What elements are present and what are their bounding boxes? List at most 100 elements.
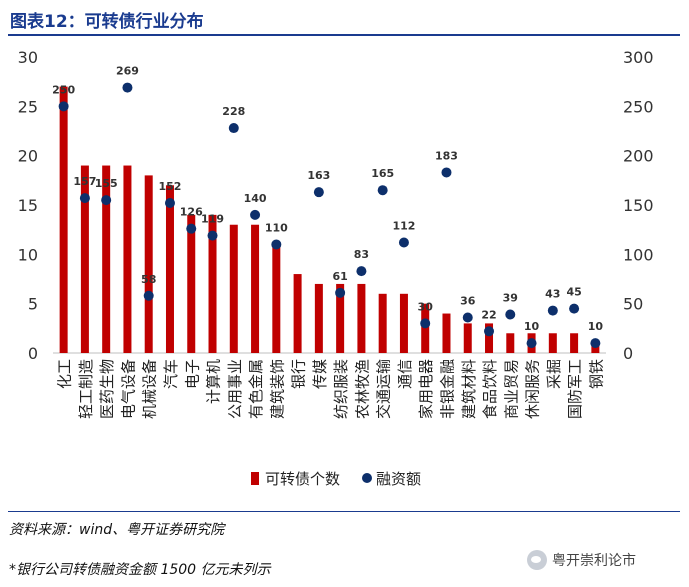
bar-mark [314, 283, 323, 353]
category-label: 银行 [290, 359, 308, 389]
data-label: 45 [566, 286, 581, 299]
scatter-point [569, 303, 580, 314]
y-left-tick-label: 5 [28, 295, 38, 314]
scatter-point [58, 101, 69, 112]
bar-mark [336, 283, 345, 353]
category-label: 采掘 [545, 359, 563, 389]
y-right-tick-label: 50 [623, 295, 643, 314]
data-label: 165 [371, 167, 394, 180]
category-label: 化工 [56, 359, 74, 389]
bar-mark [570, 333, 579, 353]
scatter-point [164, 198, 175, 209]
scatter-point [186, 223, 197, 234]
legend-label: 可转债个数 [265, 470, 340, 488]
scatter-point [547, 305, 558, 316]
category-label: 计算机 [205, 359, 223, 404]
bar-mark [357, 283, 366, 353]
bar-mark [123, 165, 132, 353]
scatter-point [335, 287, 346, 298]
bar-mark [442, 313, 451, 353]
bar-mark [378, 293, 387, 353]
footer-divider [8, 511, 680, 512]
bar-mark [80, 165, 89, 353]
title-divider [8, 34, 680, 36]
scatter-point [462, 312, 473, 323]
category-label: 电气设备 [119, 359, 137, 419]
category-label: 电子 [183, 359, 201, 389]
legend-bar-swatch [251, 472, 259, 485]
category-label: 国防军工 [566, 359, 584, 419]
category-label: 纺织服装 [332, 359, 350, 419]
bar-mark [144, 175, 153, 353]
scatter-point [420, 318, 431, 329]
data-label: 250 [52, 83, 75, 96]
footnote: *银行公司转债融资金额 1500 亿元未列示 [9, 562, 271, 578]
category-label: 建筑装饰 [268, 359, 286, 419]
bar-mark [485, 323, 494, 353]
y-left-tick-label: 25 [18, 97, 38, 116]
category-label: 医药生物 [98, 359, 116, 419]
bar-mark [399, 293, 408, 353]
category-label: 建筑材料 [460, 359, 478, 419]
data-label: 157 [73, 175, 96, 188]
category-label: 休闲服务 [524, 359, 542, 419]
source-note: 资料来源：wind、粤开证券研究院 [9, 522, 225, 538]
y-left-tick-label: 30 [18, 48, 38, 67]
y-right-tick-label: 150 [623, 196, 654, 215]
data-label: 110 [265, 221, 288, 234]
scatter-point [271, 239, 282, 250]
bar-mark [548, 333, 557, 353]
data-label: 119 [201, 213, 224, 226]
data-label: 58 [141, 273, 156, 286]
bar-mark [251, 224, 260, 353]
category-label: 钢铁 [587, 359, 605, 389]
bar-mark [59, 86, 68, 353]
scatter-point [590, 338, 601, 349]
bar-mark [102, 165, 111, 353]
scatter-point [228, 123, 239, 134]
data-label: 36 [460, 294, 476, 307]
y-left-tick-label: 10 [18, 245, 38, 264]
scatter-point [356, 266, 367, 277]
category-label: 农林牧渔 [353, 359, 371, 419]
scatter-point [526, 338, 537, 349]
scatter-point [122, 82, 133, 93]
bar-mark [463, 323, 472, 353]
y-right-tick-label: 100 [623, 245, 654, 264]
bar-mark [293, 274, 302, 353]
scatter-point [441, 167, 452, 178]
y-right-tick-label: 0 [623, 344, 633, 363]
category-label: 轻工制造 [77, 359, 95, 419]
y-left-tick-label: 15 [18, 196, 38, 215]
scatter-point [79, 193, 90, 204]
data-label: 30 [418, 300, 434, 313]
y-right-tick-label: 300 [623, 48, 654, 67]
y-right-tick-label: 200 [623, 147, 654, 166]
chart-title: 图表12：可转债行业分布 [10, 12, 204, 32]
watermark-text: 粤开崇利论市 [552, 553, 636, 569]
y-right-tick-label: 250 [623, 97, 654, 116]
data-label: 155 [95, 177, 118, 190]
scatter-point [484, 326, 495, 337]
data-label: 39 [503, 292, 518, 305]
data-label: 10 [524, 320, 540, 333]
data-label: 112 [392, 219, 415, 232]
bar-mark [272, 244, 281, 353]
bar-mark [187, 214, 196, 353]
category-label: 非银金融 [438, 359, 456, 419]
bar-mark [165, 185, 174, 353]
bar-mark [506, 333, 515, 353]
data-label: 228 [222, 105, 245, 118]
category-label: 通信 [396, 359, 414, 389]
legend-label: 融资额 [376, 470, 421, 488]
category-label: 机械设备 [141, 359, 159, 419]
scatter-point [250, 209, 261, 220]
category-label: 汽车 [162, 359, 180, 389]
scatter-point [313, 187, 324, 198]
bar-mark [208, 214, 217, 353]
scatter-point [505, 309, 516, 320]
data-label: 163 [307, 169, 330, 182]
category-label: 家用电器 [417, 359, 435, 419]
watermark: 粤开崇利论市 [527, 550, 636, 570]
